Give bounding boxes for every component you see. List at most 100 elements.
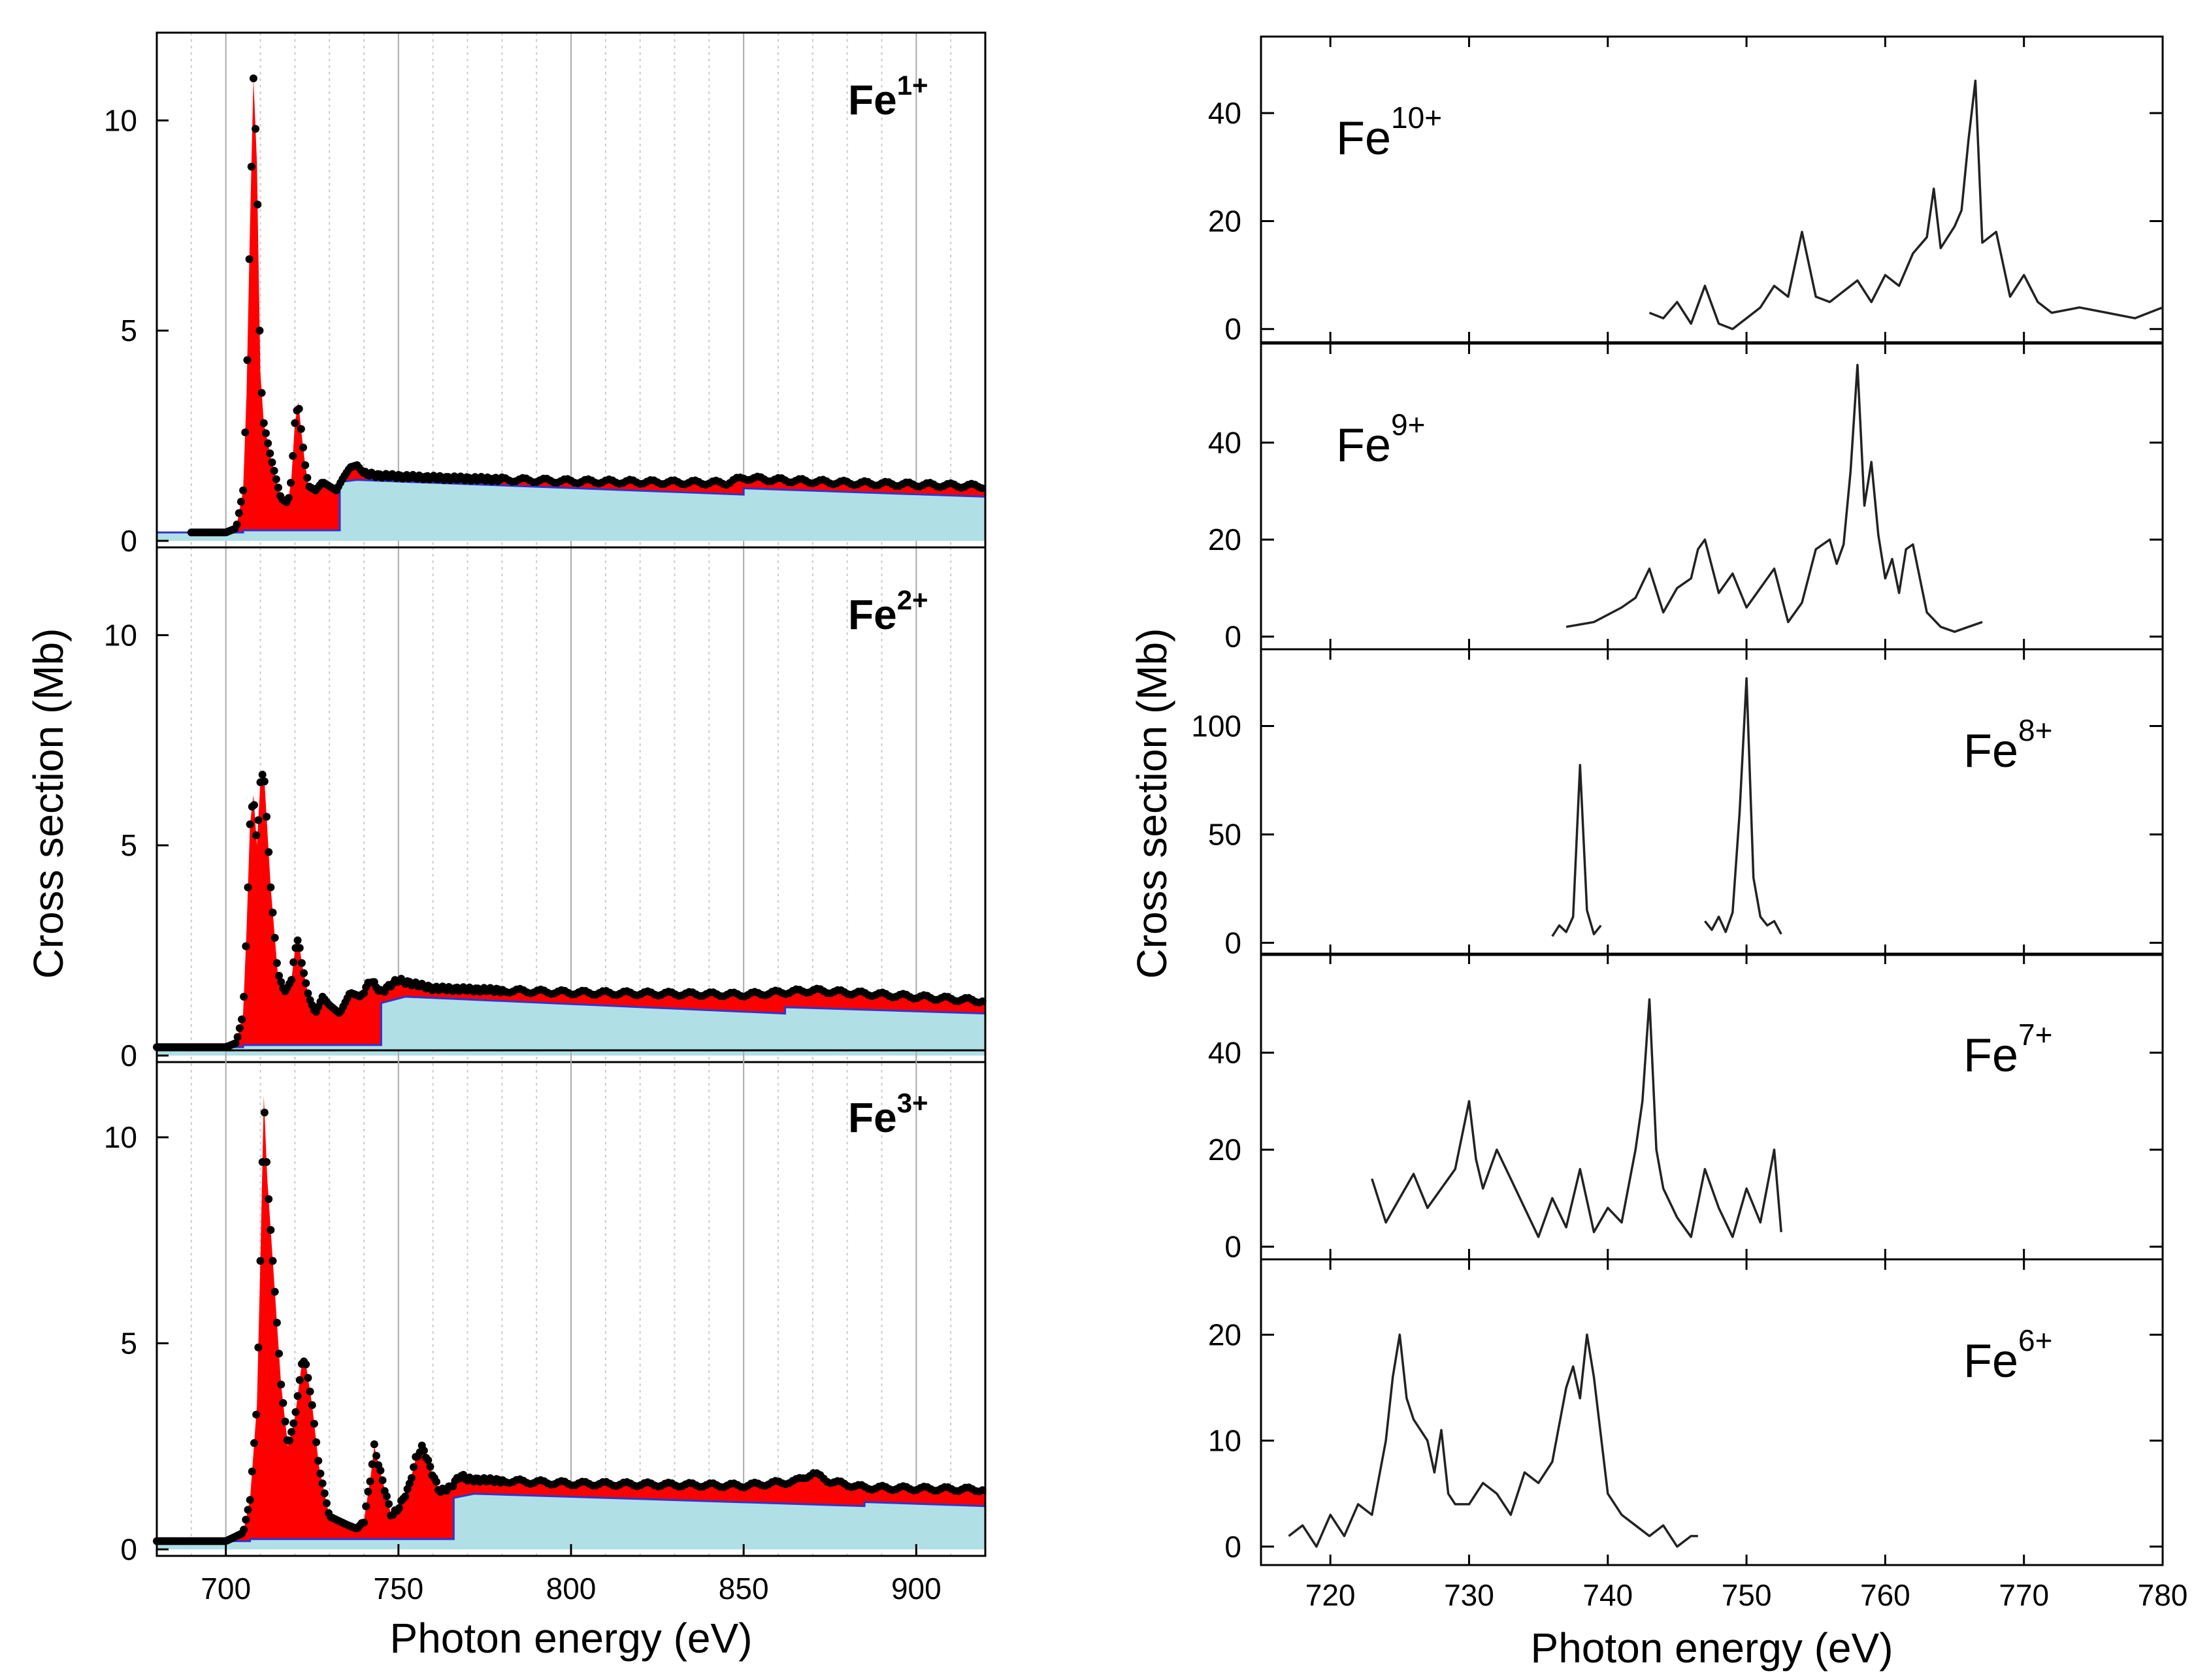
y-tick-label: 0 (1224, 926, 1241, 960)
data-point (246, 820, 254, 828)
y-tick-label: 40 (1208, 96, 1241, 130)
data-point (244, 1506, 252, 1514)
ion-label-base: Fe (1963, 1029, 2018, 1082)
data-point (243, 356, 252, 364)
panel-frame (1260, 648, 2164, 956)
spectrum-line (1565, 364, 1983, 633)
ion-label: Fe1+ (848, 70, 928, 123)
ion-label-base: Fe (848, 591, 897, 638)
data-point (267, 883, 275, 892)
data-point (274, 483, 282, 492)
data-point (247, 163, 255, 171)
x-tick-label: 740 (1582, 1578, 1633, 1612)
x-tick-label: 760 (1860, 1578, 1910, 1612)
data-point (370, 1440, 378, 1449)
data-point (254, 201, 262, 209)
data-point (360, 989, 368, 997)
data-point (291, 1408, 300, 1416)
data-point (289, 958, 298, 967)
data-point (295, 944, 304, 952)
data-point (254, 816, 263, 824)
data-point (259, 419, 268, 427)
data-point (304, 1374, 312, 1382)
direct-ionization-edge (157, 995, 986, 1048)
data-point (297, 959, 306, 967)
data-point (240, 1525, 248, 1534)
data-point (255, 327, 264, 335)
data-point (272, 959, 281, 967)
spectrum-line (1704, 677, 1782, 935)
data-point (275, 971, 284, 980)
data-point (366, 1477, 374, 1485)
ion-label-charge: 7+ (2018, 1018, 2052, 1052)
y-tick-label: 100 (1191, 709, 1241, 743)
y-tick-label: 0 (120, 524, 137, 558)
data-point (244, 883, 252, 892)
ion-label-charge: 10+ (1391, 101, 1442, 135)
y-tick-label: 0 (1224, 1230, 1241, 1264)
data-point (240, 992, 248, 1001)
data-point (308, 1401, 316, 1410)
data-point (265, 1195, 273, 1203)
y-tick-label: 10 (104, 103, 137, 137)
data-point (304, 989, 312, 997)
data-point (272, 1319, 281, 1327)
data-point (360, 1518, 368, 1527)
x-axis-title: Photon energy (eV) (1531, 1624, 1893, 1672)
y-tick-label: 20 (1208, 204, 1241, 238)
y-tick-label: 10 (104, 618, 137, 652)
data-point (257, 389, 266, 397)
right-panel-3: 0 50 100 Fe8+ (1191, 648, 2164, 960)
spectrum-line (1288, 1333, 1698, 1548)
data-point (300, 969, 308, 977)
panel-frame (1260, 342, 2164, 651)
y-tick-label: 20 (1208, 523, 1241, 557)
ion-label-charge: 2+ (897, 585, 928, 615)
data-point (407, 1474, 416, 1482)
ion-label-base: Fe (1963, 1335, 2018, 1387)
data-point (269, 1257, 277, 1265)
x-tick-label: 750 (1722, 1578, 1772, 1612)
data-point (233, 520, 241, 528)
ion-label: Fe2+ (848, 585, 928, 638)
y-tick-label: 40 (1208, 426, 1241, 460)
left-panel-3: 0 5 10 Fe3+ (104, 1049, 987, 1566)
data-point (252, 125, 260, 133)
x-tick-label: 700 (201, 1572, 251, 1606)
data-point (318, 1479, 327, 1488)
data-point (293, 1392, 302, 1400)
x-tick-label: 780 (2138, 1578, 2188, 1612)
x-tick-label: 720 (1305, 1578, 1356, 1612)
data-point (426, 1462, 434, 1471)
y-tick-label: 0 (1224, 312, 1241, 346)
data-point (322, 1499, 331, 1508)
data-point (246, 1496, 254, 1504)
data-point (277, 1380, 286, 1389)
data-point (289, 451, 297, 460)
data-point (272, 475, 280, 483)
y-tick-label: 0 (120, 1039, 137, 1073)
data-point (299, 444, 308, 452)
data-point (302, 979, 310, 988)
data-point (235, 509, 243, 517)
right-panel-4: 0 20 40 Fe7+ (1208, 952, 2164, 1264)
data-point (260, 1108, 269, 1117)
x-axis-title: Photon energy (eV) (390, 1615, 753, 1662)
data-point (295, 1376, 304, 1384)
data-point (242, 942, 250, 950)
data-point (231, 1039, 240, 1048)
data-point (287, 976, 296, 984)
data-point (320, 1489, 329, 1498)
data-point (265, 848, 273, 856)
ion-label-charge: 9+ (1391, 408, 1425, 442)
data-point (237, 498, 245, 506)
data-point (312, 1438, 321, 1446)
data-point (239, 486, 248, 494)
data-point (256, 1257, 265, 1265)
data-point (289, 1419, 298, 1427)
y-tick-label: 50 (1208, 817, 1241, 851)
ion-label-charge: 1+ (897, 70, 928, 101)
ion-label-base: Fe (848, 1094, 897, 1141)
